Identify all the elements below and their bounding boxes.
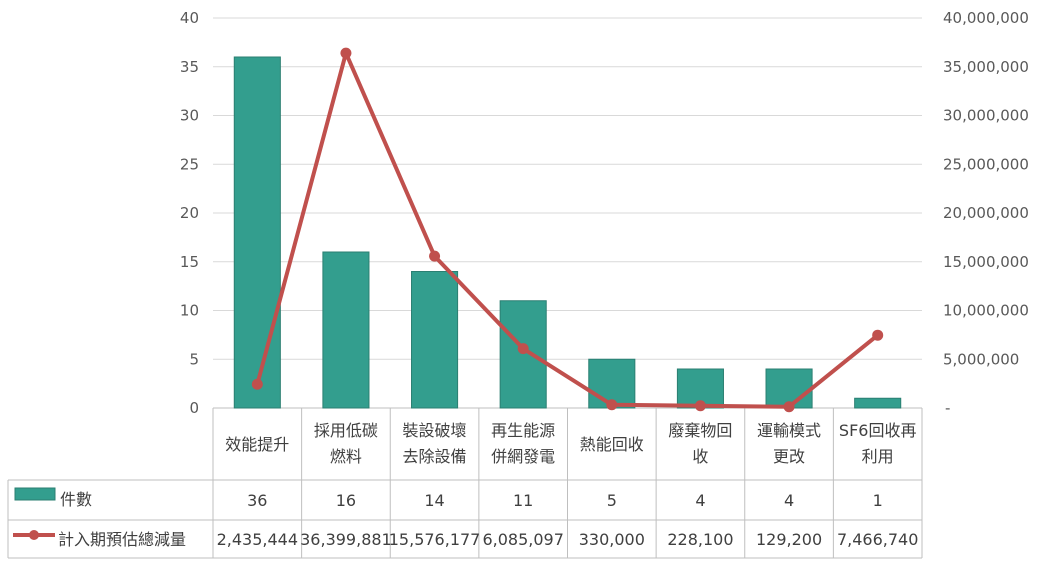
- category-label: 收: [692, 447, 708, 466]
- line-point: [694, 400, 706, 412]
- left-tick-label: 30: [180, 107, 199, 125]
- category-label: 利用: [862, 447, 894, 466]
- left-tick-label: 20: [180, 204, 199, 222]
- category-label: 去除設備: [403, 447, 467, 466]
- bar-series-label: 件數: [60, 490, 92, 509]
- data-table-grid: [7, 407, 923, 559]
- bar-legend-key: [14, 487, 56, 501]
- right-tick-label: 40,000,000: [943, 9, 1029, 27]
- line-point: [517, 343, 529, 355]
- category-label: 併網發電: [491, 447, 555, 466]
- category-label: 更改: [773, 447, 805, 466]
- table-value: 1: [873, 491, 883, 510]
- left-tick-label: 40: [180, 9, 199, 27]
- category-label: SF6回收再: [839, 421, 917, 440]
- right-axis-ticks: - 5,000,000 10,000,000 15,000,000 20,000,000…: [943, 9, 1029, 417]
- table-value: 36,399,881: [300, 530, 392, 549]
- table-value: 129,200: [756, 530, 822, 549]
- bar: [233, 56, 281, 409]
- right-tick-label: 35,000,000: [943, 58, 1029, 76]
- category-label: 運輸模式: [757, 421, 821, 440]
- left-tick-label: 35: [180, 58, 199, 76]
- table-value: 11: [513, 491, 533, 510]
- category-label: 裝設破壞: [403, 421, 467, 440]
- data-table-legend: 件數 計入期預估總減量: [13, 487, 186, 549]
- category-label: 熱能回收: [580, 435, 644, 454]
- table-value: 4: [784, 491, 794, 510]
- line-point: [606, 399, 618, 411]
- right-tick-label: 5,000,000: [943, 350, 1019, 368]
- category-label: 效能提升: [225, 435, 289, 454]
- bar: [322, 251, 370, 409]
- left-tick-label: 15: [180, 253, 199, 271]
- left-tick-label: 10: [180, 302, 199, 320]
- category-label: 燃料: [330, 447, 362, 466]
- table-value: 7,466,740: [837, 530, 918, 549]
- data-table-values: 36 16 14 11 5 4 4 1 2,435,444 36,399,88115,576,17…: [217, 491, 919, 549]
- table-value: 36: [247, 491, 267, 510]
- category-label: 廢棄物回: [668, 421, 732, 440]
- right-tick-label: 25,000,000: [943, 155, 1029, 173]
- gridlines: [213, 17, 922, 360]
- table-value: 330,000: [579, 530, 645, 549]
- left-tick-label: 5: [189, 350, 199, 368]
- line-point: [429, 250, 441, 262]
- line-series-label: 計入期預估總減量: [58, 530, 186, 549]
- right-tick-label: 20,000,000: [943, 204, 1029, 222]
- bar: [854, 397, 902, 409]
- table-value: 228,100: [667, 530, 733, 549]
- right-tick-label: -: [945, 399, 950, 417]
- line-point: [340, 47, 352, 59]
- category-label: 再生能源: [491, 421, 555, 440]
- right-tick-label: 10,000,000: [943, 302, 1029, 320]
- line-point: [783, 401, 795, 413]
- left-axis-ticks: 0 5 10 15 20 25 30 35 40: [180, 9, 199, 417]
- bar: [411, 271, 459, 409]
- line-path: [255, 51, 879, 409]
- category-label: 採用低碳: [314, 421, 378, 440]
- line-point: [251, 378, 263, 390]
- right-tick-label: 30,000,000: [943, 107, 1029, 125]
- table-value: 2,435,444: [217, 530, 298, 549]
- table-value: 15,576,177: [389, 530, 481, 549]
- right-tick-label: 15,000,000: [943, 253, 1029, 271]
- bar: [499, 300, 547, 409]
- bar-series: [233, 56, 902, 409]
- line-point: [872, 329, 884, 341]
- left-tick-label: 0: [189, 399, 199, 417]
- table-value: 5: [607, 491, 617, 510]
- table-value: 16: [336, 491, 356, 510]
- table-value: 4: [695, 491, 705, 510]
- table-value: 6,085,097: [482, 530, 563, 549]
- left-tick-label: 25: [180, 155, 199, 173]
- table-value: 14: [424, 491, 444, 510]
- line-series: [251, 47, 884, 413]
- line-legend-marker: [29, 530, 39, 540]
